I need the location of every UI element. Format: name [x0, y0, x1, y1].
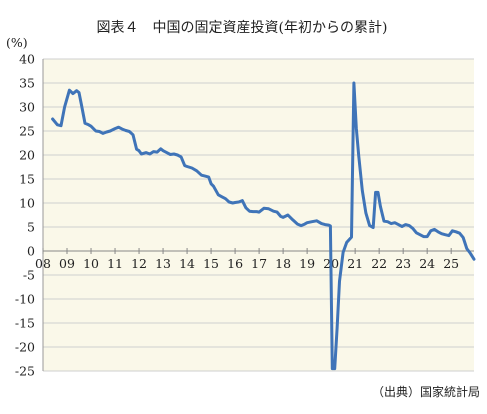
- x-tick-label: 22: [371, 256, 387, 271]
- grid-lines: [42, 58, 474, 372]
- y-tick-label: 15: [19, 172, 35, 187]
- x-tick-label: 08: [35, 256, 51, 271]
- y-tick-label: -15: [15, 316, 35, 331]
- y-tick-label: 35: [19, 76, 35, 91]
- x-tick-label: 14: [179, 256, 195, 271]
- y-tick-label: 5: [27, 220, 35, 235]
- x-tick-label: 12: [131, 256, 147, 271]
- y-tick-label: -20: [15, 340, 35, 355]
- y-tick-label: 40: [19, 52, 35, 67]
- x-tick-label: 13: [155, 256, 171, 271]
- x-tick-label: 10: [83, 256, 99, 271]
- source-note: （出典）国家統計局: [372, 384, 480, 399]
- y-tick-label: 10: [19, 196, 35, 211]
- y-tick-label: 20: [19, 148, 35, 163]
- y-tick-label: -5: [23, 268, 35, 283]
- x-tick-label: 25: [443, 256, 459, 271]
- x-tick-label: 16: [227, 256, 243, 271]
- y-tick-label: -10: [15, 292, 35, 307]
- y-tick-label: 25: [19, 124, 35, 139]
- x-tick-label: 18: [275, 256, 291, 271]
- y-tick-label: 0: [27, 244, 35, 259]
- x-tick-label: 09: [59, 256, 75, 271]
- chart-title: 図表４ 中国の固定資産投資(年初からの累計): [97, 19, 388, 36]
- series-line: [51, 81, 476, 371]
- x-tick-label: 21: [347, 256, 363, 271]
- y-axis-ticks: 40 35 30 25 20 15 10 5 0 -5 -10 -15 -20 -25: [15, 52, 35, 379]
- x-tick-label: 23: [395, 256, 411, 271]
- y-tick-label: 30: [19, 100, 35, 115]
- x-tick-label: 15: [203, 256, 219, 271]
- series-layer: [51, 81, 476, 371]
- x-tick-label: 11: [107, 256, 123, 271]
- x-tick-label: 19: [299, 256, 315, 271]
- x-tick-label: 24: [419, 256, 435, 271]
- unit-label: (%): [6, 35, 28, 50]
- x-tick-label: 17: [251, 256, 267, 271]
- plot-area: [43, 59, 474, 371]
- x-axis-ticks: 08 09 10 11 12 13 14 15 16 17 18 19 20 21 22 23 24 25: [35, 248, 459, 271]
- y-tick-label: -25: [15, 364, 35, 379]
